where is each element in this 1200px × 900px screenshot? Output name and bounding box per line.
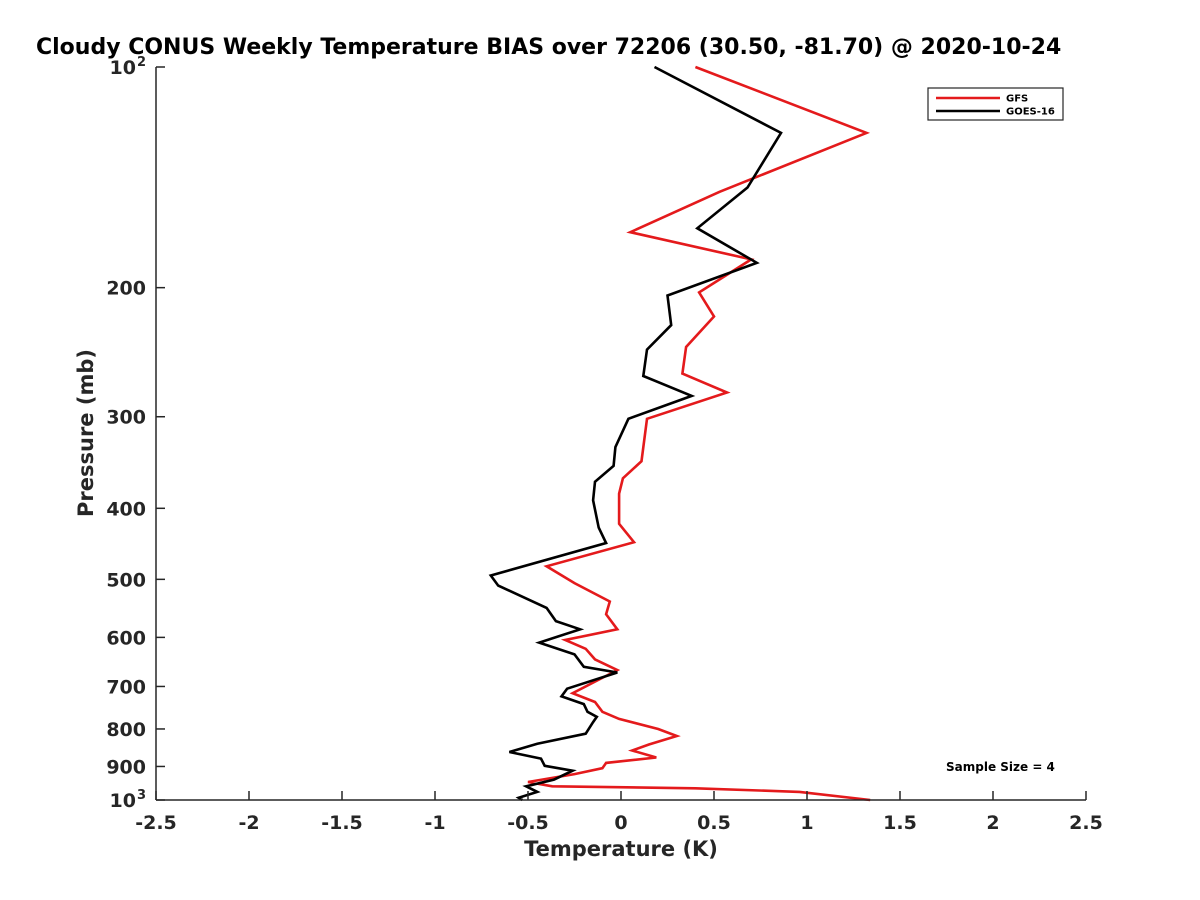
y-tick-label: 500 (106, 569, 146, 591)
y-axis-label: Pressure (mb) (74, 349, 98, 517)
x-tick-label: -0.5 (507, 812, 549, 834)
series-line-goes-16 (488, 65, 783, 802)
legend-label-goes16: GOES-16 (1006, 107, 1055, 118)
y-tick-exponent: 3 (137, 788, 146, 803)
y-tick-label: 400 (106, 498, 146, 520)
y-tick-label: 300 (106, 407, 146, 429)
legend-label-gfs: GFS (1006, 94, 1028, 105)
y-tick-label: 600 (106, 627, 146, 649)
sample-size-annotation: Sample Size = 4 (946, 760, 1055, 774)
x-tick-label: 1 (800, 812, 813, 834)
y-tick-label: 700 (106, 676, 146, 698)
plot-area: -2.5 -2 -1.5 -1 -0.5 0 0.5 1 1.5 2 2.5 10 220030040… (106, 55, 1103, 834)
x-tick-label: 0.5 (697, 812, 731, 834)
x-tick-label: -1 (424, 812, 445, 834)
series-layer (488, 65, 871, 802)
series-line-gfs (527, 65, 871, 802)
chart-title: Cloudy CONUS Weekly Temperature BIAS ove… (36, 35, 1061, 60)
y-tick-label: 900 (106, 756, 146, 778)
x-tick-label: 2 (986, 812, 999, 834)
y-tick-label: 10 (110, 57, 136, 79)
y-tick-label: 800 (106, 719, 146, 741)
y-tick-label: 10 (110, 790, 136, 812)
x-tick-label: 2.5 (1069, 812, 1103, 834)
x-tick-label: -2.5 (135, 812, 177, 834)
y-tick-exponent: 2 (137, 55, 146, 70)
legend-box (927, 87, 1064, 121)
legend: GFS GOES-16 (927, 87, 1064, 121)
x-tick-label: 1.5 (883, 812, 917, 834)
x-axis-label: Temperature (K) (524, 837, 718, 861)
x-tick-label: -1.5 (321, 812, 363, 834)
x-tick-label: -2 (238, 812, 259, 834)
x-tick-label: 0 (614, 812, 627, 834)
y-tick-label: 200 (106, 278, 146, 300)
x-axis-ticks: -2.5 -2 -1.5 -1 -0.5 0 0.5 1 1.5 2 2.5 (135, 791, 1103, 834)
